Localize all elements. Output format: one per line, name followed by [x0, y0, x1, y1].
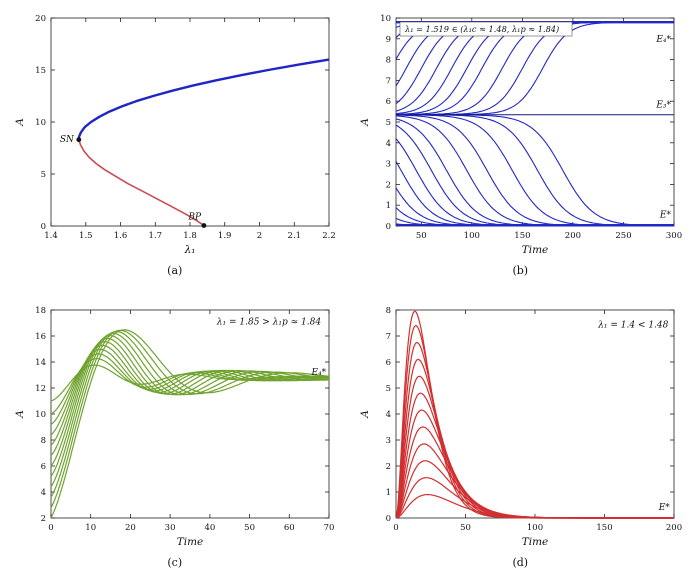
svg-text:Time: Time	[522, 536, 549, 548]
svg-text:5: 5	[386, 118, 391, 128]
panel-a: 1.4 1.5 1.6 1.7 1.8 1.9 2 2.1 2.2 0 5 10 15 20 SN BP λ₁ A…	[8, 8, 342, 294]
svg-text:Time: Time	[522, 244, 549, 256]
svg-text:60: 60	[284, 523, 295, 533]
svg-text:150: 150	[515, 231, 531, 241]
svg-text:3: 3	[386, 160, 391, 170]
svg-text:1.8: 1.8	[183, 231, 197, 241]
svg-text:100: 100	[527, 523, 543, 533]
svg-text:1: 1	[386, 488, 391, 498]
svg-text:2: 2	[386, 462, 391, 472]
extinction-time-series-chart: 0 50 100 150 200 0 1 2 3 4 5 6 7 8 λ₁ = 1.4 < 1.48 E* Ti…	[359, 306, 682, 548]
svg-text:40: 40	[204, 523, 215, 533]
svg-text:0: 0	[386, 222, 391, 232]
svg-text:8: 8	[386, 56, 391, 66]
svg-text:E*: E*	[659, 211, 672, 221]
bistable-time-series-chart: 50 100 150 200 250 300 0 1 2 3 4 5 6 7 8 9 10 λ₁ = 1.519 …	[359, 14, 682, 256]
svg-text:100: 100	[464, 231, 480, 241]
svg-text:1.5: 1.5	[79, 231, 93, 241]
svg-text:A: A	[359, 409, 371, 418]
svg-text:6: 6	[386, 97, 391, 107]
svg-text:6: 6	[40, 462, 45, 472]
svg-text:8: 8	[386, 306, 391, 316]
svg-text:A: A	[14, 409, 26, 418]
svg-text:0: 0	[48, 523, 53, 533]
svg-text:E₄*: E₄*	[310, 367, 326, 377]
svg-text:30: 30	[164, 523, 175, 533]
svg-text:2: 2	[386, 180, 391, 190]
svg-text:λ₁ = 1.85 > λ₁p ≈ 1.84: λ₁ = 1.85 > λ₁p ≈ 1.84	[216, 317, 322, 327]
svg-text:2: 2	[257, 231, 262, 241]
svg-text:12: 12	[35, 384, 46, 394]
svg-text:E*: E*	[658, 503, 671, 513]
svg-text:2: 2	[40, 514, 45, 524]
panel-c: 0 10 20 30 40 50 60 70 2 4 6 8 10 12 14 16 18 λ₁ = 1.85 >…	[8, 300, 342, 585]
persistence-time-series-chart: 0 10 20 30 40 50 60 70 2 4 6 8 10 12 14 16 18 λ₁ = 1.85 >…	[14, 306, 334, 548]
svg-text:70: 70	[323, 523, 334, 533]
svg-text:20: 20	[35, 14, 46, 24]
svg-text:150: 150	[597, 523, 613, 533]
svg-text:5: 5	[40, 170, 45, 180]
panel-c-caption: (c)	[167, 555, 183, 569]
svg-text:10: 10	[35, 410, 46, 420]
svg-text:7: 7	[386, 76, 391, 86]
svg-text:1.9: 1.9	[218, 231, 232, 241]
svg-text:15: 15	[35, 66, 46, 76]
svg-text:20: 20	[125, 523, 136, 533]
panel-b-caption: (b)	[512, 264, 529, 277]
svg-text:E₃*: E₃*	[656, 100, 672, 110]
svg-text:200: 200	[666, 523, 682, 533]
svg-text:4: 4	[386, 410, 391, 420]
svg-text:50: 50	[460, 523, 471, 533]
svg-text:10: 10	[380, 14, 391, 24]
svg-text:7: 7	[386, 332, 391, 342]
svg-text:2.2: 2.2	[322, 231, 336, 241]
svg-text:10: 10	[85, 523, 96, 533]
svg-text:18: 18	[35, 306, 46, 316]
svg-text:2.1: 2.1	[287, 231, 301, 241]
svg-text:9: 9	[386, 35, 391, 45]
svg-text:A: A	[359, 118, 371, 127]
svg-text:0: 0	[386, 514, 391, 524]
panel-d-caption: (d)	[512, 555, 529, 569]
svg-text:1.7: 1.7	[148, 231, 162, 241]
svg-text:50: 50	[244, 523, 255, 533]
svg-text:6: 6	[386, 358, 391, 368]
panel-b: 50 100 150 200 250 300 0 1 2 3 4 5 6 7 8 9 10 λ₁ = 1.519 …	[354, 8, 688, 294]
svg-text:14: 14	[35, 358, 46, 368]
svg-text:λ₁: λ₁	[183, 244, 195, 256]
svg-text:300: 300	[666, 231, 682, 241]
svg-text:5: 5	[386, 384, 391, 394]
svg-text:E₄*: E₄*	[656, 35, 672, 45]
panel-d: 0 50 100 150 200 0 1 2 3 4 5 6 7 8 λ₁ = 1.4 < 1.48 E* Ti…	[354, 300, 688, 585]
svg-text:200: 200	[565, 231, 581, 241]
svg-text:3: 3	[386, 436, 391, 446]
svg-text:0: 0	[394, 523, 399, 533]
svg-text:10: 10	[35, 118, 46, 128]
svg-text:250: 250	[616, 231, 632, 241]
panel-a-caption: (a)	[167, 264, 183, 277]
svg-text:1: 1	[386, 201, 391, 211]
bifurcation-diagram-chart: 1.4 1.5 1.6 1.7 1.8 1.9 2 2.1 2.2 0 5 10 15 20 SN BP λ₁ A	[14, 14, 336, 256]
svg-text:4: 4	[386, 139, 391, 149]
svg-text:SN: SN	[60, 135, 75, 145]
svg-text:50: 50	[416, 231, 427, 241]
svg-text:8: 8	[40, 436, 45, 446]
svg-text:λ₁ = 1.4 < 1.48: λ₁ = 1.4 < 1.48	[597, 320, 668, 330]
svg-text:16: 16	[35, 332, 46, 342]
svg-text:1.6: 1.6	[113, 231, 127, 241]
svg-text:A: A	[14, 118, 26, 127]
svg-text:λ₁ = 1.519 ∈ (λ₁c ≈ 1.48, λ₁p: λ₁ = 1.519 ∈ (λ₁c ≈ 1.48, λ₁p ≈ 1.84)	[404, 24, 559, 34]
svg-text:0: 0	[40, 222, 45, 232]
svg-text:BP: BP	[187, 213, 202, 223]
svg-text:1.4: 1.4	[44, 231, 58, 241]
svg-text:4: 4	[40, 488, 45, 498]
svg-text:Time: Time	[176, 536, 203, 548]
